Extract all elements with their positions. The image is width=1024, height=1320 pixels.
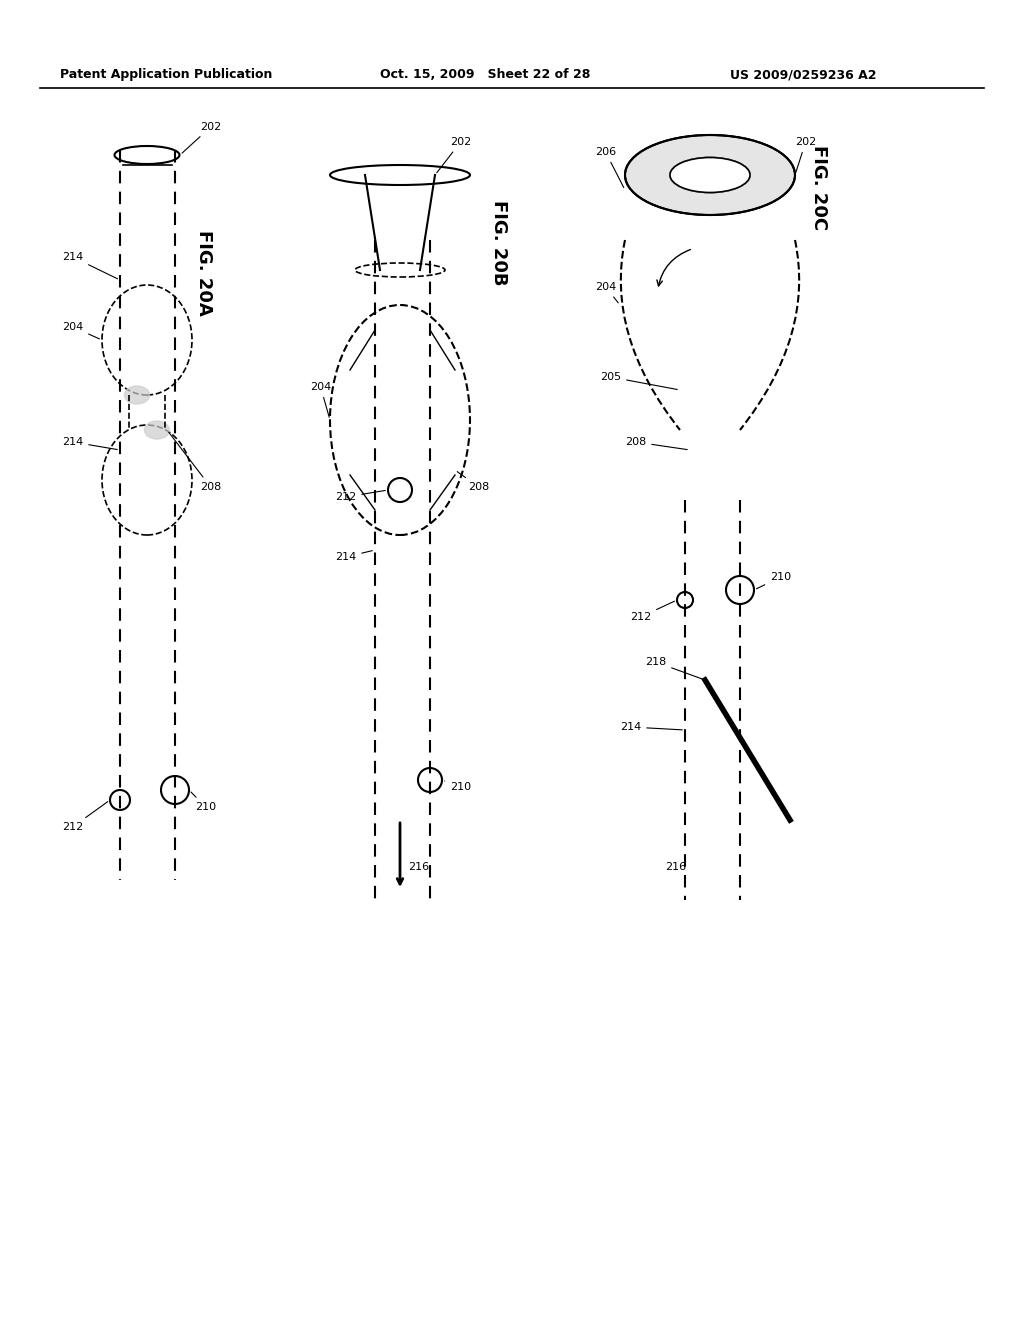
Text: 212: 212 — [62, 801, 108, 832]
Text: FIG. 20C: FIG. 20C — [810, 145, 828, 230]
Text: 218: 218 — [645, 657, 702, 678]
Ellipse shape — [670, 157, 750, 193]
Text: 202: 202 — [436, 137, 471, 173]
Text: 214: 214 — [335, 550, 373, 562]
Text: US 2009/0259236 A2: US 2009/0259236 A2 — [730, 69, 877, 81]
Text: FIG. 20A: FIG. 20A — [195, 230, 213, 315]
Text: 214: 214 — [62, 437, 118, 450]
Text: 212: 212 — [335, 491, 385, 502]
Ellipse shape — [625, 135, 795, 215]
Text: 208: 208 — [625, 437, 687, 450]
Text: 206: 206 — [595, 147, 624, 187]
Ellipse shape — [125, 385, 150, 404]
Text: 212: 212 — [630, 601, 675, 622]
Text: Oct. 15, 2009   Sheet 22 of 28: Oct. 15, 2009 Sheet 22 of 28 — [380, 69, 591, 81]
Text: 210: 210 — [190, 792, 216, 812]
Text: 202: 202 — [182, 121, 221, 153]
Text: 210: 210 — [444, 781, 471, 792]
Text: 202: 202 — [795, 137, 816, 173]
Text: 214: 214 — [62, 252, 118, 279]
Text: 208: 208 — [458, 471, 489, 492]
Text: 214: 214 — [620, 722, 682, 733]
Text: 204: 204 — [310, 381, 331, 417]
Text: 204: 204 — [595, 282, 618, 302]
Ellipse shape — [144, 421, 170, 440]
Text: Patent Application Publication: Patent Application Publication — [60, 69, 272, 81]
Text: 204: 204 — [62, 322, 99, 339]
Text: 210: 210 — [757, 572, 792, 589]
Text: FIG. 20B: FIG. 20B — [490, 201, 508, 285]
Text: 216: 216 — [665, 862, 686, 873]
Text: 208: 208 — [169, 432, 221, 492]
Text: 216: 216 — [408, 862, 429, 873]
Text: 205: 205 — [600, 372, 677, 389]
